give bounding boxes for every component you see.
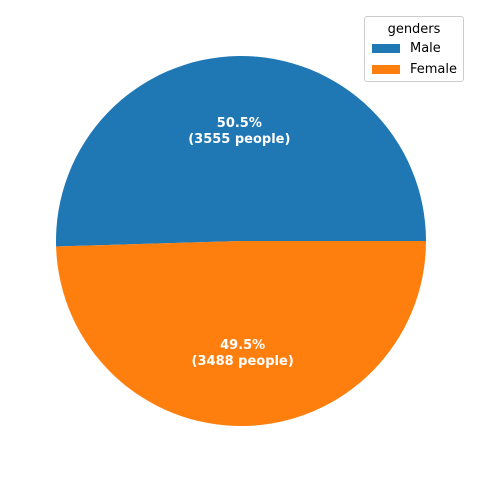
legend-item-female: Female	[365, 59, 463, 80]
legend: genders Male Female	[364, 16, 464, 82]
slice-count-female: (3488 people)	[192, 354, 294, 369]
slice-label-female: 49.5% (3488 people)	[192, 338, 294, 369]
slice-percent-male: 50.5%	[217, 116, 262, 131]
slice-percent-female: 49.5%	[220, 338, 265, 353]
slice-count-male: (3555 people)	[188, 132, 290, 147]
legend-label-female: Female	[410, 62, 458, 77]
legend-swatch-male	[372, 44, 400, 53]
legend-label-male: Male	[410, 41, 441, 56]
pie-slice-female	[56, 241, 426, 427]
legend-title: genders	[387, 22, 441, 37]
pie-slice-male	[56, 56, 426, 247]
legend-item-male: Male	[365, 38, 463, 59]
slice-label-male: 50.5% (3555 people)	[188, 116, 290, 147]
legend-swatch-female	[372, 65, 400, 74]
